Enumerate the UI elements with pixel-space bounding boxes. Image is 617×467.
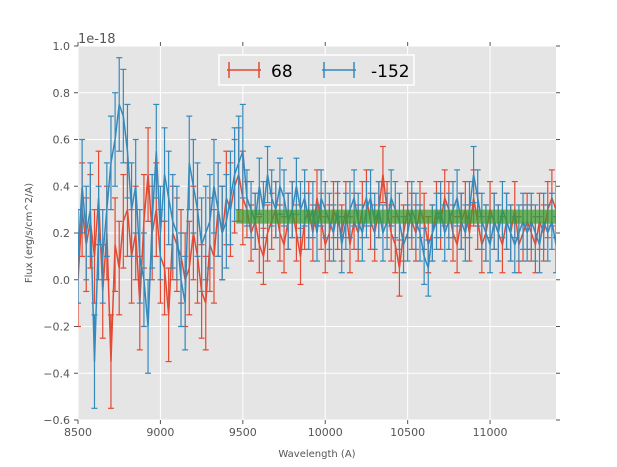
series-group	[78, 57, 556, 409]
y-tick-label: 0.2	[53, 227, 71, 240]
x-tick-label: 9500	[229, 426, 257, 439]
x-tick-label: 10500	[390, 426, 425, 439]
y-tick-label: −0.4	[43, 367, 70, 380]
legend-marker-68	[227, 62, 261, 78]
legend: 68 -152	[218, 54, 415, 86]
y-tick-label: 0.8	[53, 87, 71, 100]
y-tick-label: −0.6	[43, 414, 70, 427]
y-tick-label: 0.4	[53, 180, 71, 193]
legend-marker-minus152	[322, 62, 356, 78]
x-tick-label: 8500	[64, 426, 92, 439]
y-offset-label: 1e-18	[78, 32, 116, 47]
legend-label-minus152: -152	[371, 62, 410, 82]
x-axis-label: Wavelength (A)	[278, 449, 355, 460]
y-tick-label: 0.0	[53, 274, 71, 287]
ticks-group: 8500 9000 9500 10000 10500 11000 −0.6 −0.4 −0.2 0…	[43, 40, 560, 439]
y-tick-label: 1.0	[53, 40, 71, 53]
y-tick-label: 0.6	[53, 134, 71, 147]
y-tick-label: −0.2	[43, 321, 70, 334]
green-band	[236, 209, 556, 224]
y-axis-label: Flux (erg/s/cm^2/A)	[24, 183, 35, 283]
x-tick-label: 11000	[473, 426, 508, 439]
series-line	[78, 104, 556, 362]
band-group	[236, 209, 556, 224]
legend-label-68: 68	[271, 62, 293, 82]
x-tick-label: 10000	[308, 426, 343, 439]
x-tick-label: 9000	[146, 426, 174, 439]
